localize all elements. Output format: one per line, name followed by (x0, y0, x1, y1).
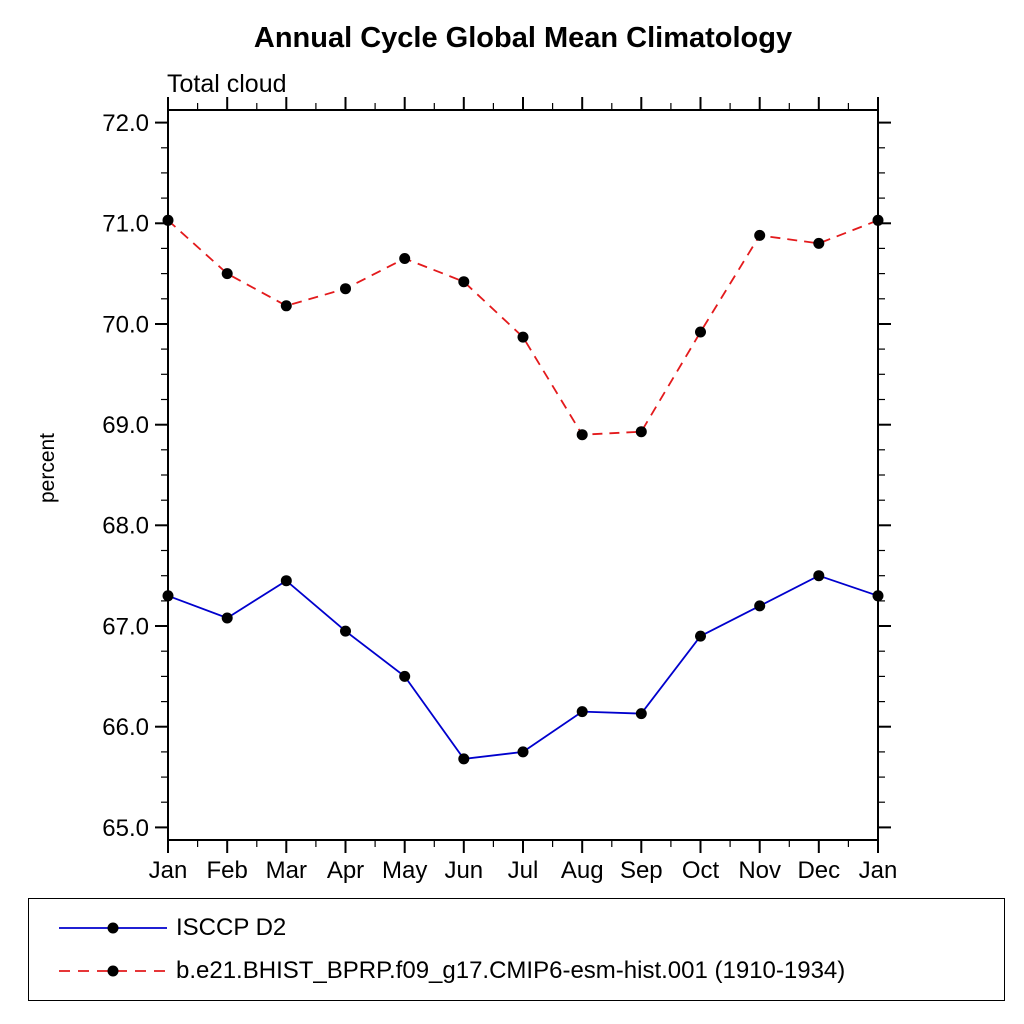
chart-subtitle: Total cloud (167, 70, 287, 98)
data-point-marker (635, 708, 647, 720)
y-tick-label: 70.0 (102, 311, 149, 338)
data-point-marker (872, 590, 884, 602)
x-tick-label: Jul (508, 857, 539, 884)
y-tick-label: 72.0 (102, 110, 149, 137)
data-point-marker (635, 426, 647, 438)
legend-item: b.e21.BHIST_BPRP.f09_g17.CMIP6-esm-hist.… (57, 957, 1004, 985)
chart-title: Annual Cycle Global Mean Climatology (253, 22, 793, 54)
x-tick-label: May (382, 857, 427, 884)
legend-swatch (59, 965, 167, 977)
x-tick-label: Dec (797, 857, 840, 884)
data-point-marker (458, 753, 470, 765)
y-tick-label: 66.0 (102, 714, 149, 741)
legend-box: ISCCP D2 b.e21.BHIST_BPRP.f09_g17.CMIP6-e… (28, 898, 1005, 1001)
y-tick-label: 68.0 (102, 513, 149, 540)
x-tick-label: Sep (620, 857, 663, 884)
data-point-marker (399, 670, 411, 682)
data-point-marker (695, 326, 706, 338)
legend-swatch (59, 922, 167, 934)
x-tick-label: Jan (149, 857, 188, 884)
legend-label: ISCCP D2 (176, 914, 287, 941)
data-point-marker (280, 300, 292, 312)
data-point-marker (695, 630, 706, 642)
x-tick-label: Apr (327, 857, 364, 884)
data-point-marker (813, 570, 825, 582)
data-point-marker (162, 214, 174, 226)
data-point-marker (399, 253, 411, 264)
data-point-marker (813, 237, 825, 249)
data-point-marker (576, 706, 588, 718)
x-tick-label: Nov (738, 857, 781, 884)
data-point-marker (340, 625, 351, 637)
y-tick-label: 67.0 (102, 613, 149, 640)
data-point-marker (340, 283, 351, 295)
data-point-marker (754, 600, 766, 612)
data-point-marker (872, 214, 884, 226)
legend-marker-dot (107, 965, 119, 977)
legend-item: ISCCP D2 (57, 914, 1004, 942)
data-point-marker (754, 229, 766, 241)
plot-frame (167, 109, 879, 841)
legend-rows: ISCCP D2 b.e21.BHIST_BPRP.f09_g17.CMIP6-e… (57, 899, 1004, 1000)
x-tick-label: Aug (561, 857, 604, 884)
x-tick-label: Oct (682, 857, 720, 884)
y-tick-label: 69.0 (102, 412, 149, 439)
series-line (167, 574, 879, 760)
x-tick-label: Jan (859, 857, 898, 884)
x-tick-label: Mar (266, 857, 307, 884)
series-line (167, 219, 879, 436)
data-point-marker (162, 590, 174, 602)
data-point-marker (221, 268, 233, 280)
data-point-marker (458, 276, 470, 288)
x-tick-label: Feb (207, 857, 248, 884)
data-point-marker (576, 429, 588, 441)
data-point-marker (517, 746, 529, 758)
y-tick-label: 71.0 (102, 211, 149, 238)
data-point-marker (280, 575, 292, 587)
data-point-marker (221, 612, 233, 624)
legend-label: b.e21.BHIST_BPRP.f09_g17.CMIP6-esm-hist.… (176, 957, 846, 984)
data-point-marker (517, 331, 529, 343)
legend-marker-dot (107, 922, 119, 934)
y-tick-label: 65.0 (102, 815, 149, 842)
x-tick-label: Jun (444, 857, 483, 884)
